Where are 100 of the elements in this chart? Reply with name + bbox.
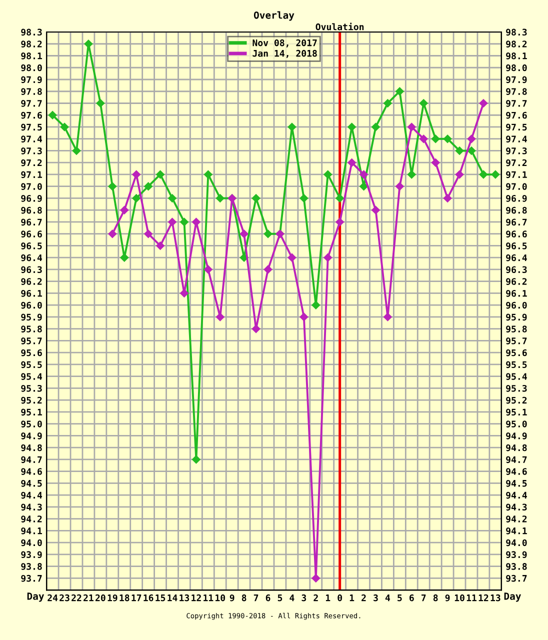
x-tick-label: 12 bbox=[478, 594, 488, 602]
y2-tick-label: 94.5 bbox=[506, 480, 527, 487]
y-tick-label: 97.0 bbox=[21, 183, 42, 190]
y2-tick-label: 98.0 bbox=[506, 64, 527, 72]
y-tick-label: 96.2 bbox=[21, 278, 42, 285]
point bbox=[120, 206, 129, 214]
point bbox=[168, 194, 176, 202]
y2-tick-label: 94.9 bbox=[506, 432, 527, 440]
point bbox=[312, 574, 320, 582]
y-tick-label: 96.8 bbox=[21, 206, 42, 214]
y-tick-label: 94.2 bbox=[21, 516, 42, 522]
y2-tick-label: 95.8 bbox=[506, 326, 527, 332]
y2-tick-label: 95.5 bbox=[506, 361, 527, 368]
x-tick-label: 14 bbox=[168, 594, 178, 602]
y2-tick-label: 96.6 bbox=[506, 230, 527, 238]
x-tick-label: 13 bbox=[490, 594, 500, 602]
point bbox=[204, 265, 212, 274]
y2-tick-label: 97.9 bbox=[506, 76, 527, 84]
y-tick-label: 96.6 bbox=[21, 230, 42, 238]
point bbox=[168, 218, 176, 226]
y-tick-label: 93.9 bbox=[21, 551, 42, 558]
y-tick-label: 96.9 bbox=[21, 194, 42, 202]
point bbox=[216, 194, 224, 202]
x-tick-label: 8 bbox=[433, 594, 438, 602]
x-tick-label: 9 bbox=[230, 594, 234, 602]
point bbox=[372, 206, 380, 214]
point bbox=[144, 182, 152, 190]
point bbox=[467, 146, 476, 155]
chart-title: Overlay bbox=[254, 11, 294, 21]
y-tick-label: 94.4 bbox=[21, 492, 42, 499]
point bbox=[491, 170, 500, 179]
y-tick-label: 94.1 bbox=[21, 527, 42, 534]
x-tick-label: 7 bbox=[421, 594, 426, 602]
y2-tick-label: 98.2 bbox=[506, 40, 527, 48]
point bbox=[360, 182, 368, 190]
y-tick-label: 95.5 bbox=[21, 361, 42, 368]
x-tick-label: 0 bbox=[338, 594, 342, 602]
x-tick-label: 21 bbox=[84, 594, 94, 602]
x-tick-label: 5 bbox=[398, 594, 402, 602]
point bbox=[467, 134, 476, 143]
y2-tick-label: 94.2 bbox=[506, 516, 527, 522]
y2-tick-label: 96.9 bbox=[506, 194, 527, 202]
point bbox=[455, 170, 464, 179]
y-tick-label: 98.2 bbox=[21, 40, 42, 48]
y-tick-label: 97.7 bbox=[21, 100, 42, 107]
y-tick-label: 95.2 bbox=[21, 396, 42, 404]
point bbox=[204, 170, 212, 179]
y2-tick-label: 94.0 bbox=[506, 539, 527, 546]
x-tick-label: 20 bbox=[96, 594, 106, 602]
y2-tick-label: 94.3 bbox=[506, 504, 527, 511]
y2-tick-label: 94.1 bbox=[506, 527, 527, 534]
point bbox=[156, 170, 164, 179]
y2-tick-label: 97.1 bbox=[506, 171, 527, 178]
point bbox=[384, 312, 392, 322]
y2-tick-label: 96.2 bbox=[506, 278, 527, 285]
point bbox=[300, 312, 308, 322]
point bbox=[431, 158, 440, 167]
y2-tick-label: 96.0 bbox=[506, 302, 527, 309]
point bbox=[108, 182, 117, 190]
y-tick-label: 95.3 bbox=[21, 384, 42, 392]
point bbox=[360, 170, 368, 179]
y2-tick-label: 96.1 bbox=[506, 290, 527, 297]
y2-tick-label: 94.6 bbox=[506, 468, 527, 475]
x-tick-label: 1 bbox=[350, 594, 354, 602]
y-tick-label: 94.7 bbox=[21, 456, 42, 464]
point bbox=[132, 194, 140, 202]
y2-tick-label: 98.1 bbox=[506, 52, 527, 60]
y-tick-label: 97.9 bbox=[21, 76, 42, 84]
point bbox=[180, 289, 188, 298]
y2-tick-label: 95.9 bbox=[506, 314, 527, 321]
y2-tick-label: 95.1 bbox=[506, 408, 527, 416]
text: Day bbox=[504, 592, 521, 602]
point bbox=[431, 134, 440, 143]
y-tick-label: 93.8 bbox=[21, 563, 42, 570]
x-tick-label: 15 bbox=[156, 594, 166, 602]
y2-tick-label: 95.7 bbox=[506, 338, 527, 344]
y-tick-label: 96.1 bbox=[21, 290, 42, 297]
x-tick-label: 4 bbox=[385, 594, 390, 602]
y2-tick-label: 93.7 bbox=[506, 574, 527, 582]
y-tick-label: 94.3 bbox=[21, 504, 42, 511]
point bbox=[192, 455, 200, 464]
legend-label: Jan 14, 2018 bbox=[252, 50, 317, 58]
point bbox=[72, 146, 81, 155]
y-tick-label: 94.9 bbox=[21, 432, 42, 440]
y2-tick-label: 95.0 bbox=[506, 420, 527, 428]
y-tick-label: 95.1 bbox=[21, 408, 42, 416]
point bbox=[443, 194, 452, 202]
point bbox=[216, 312, 224, 322]
y2-tick-label: 97.0 bbox=[506, 183, 527, 190]
x-tick-label: 3 bbox=[374, 594, 378, 602]
y2-tick-label: 96.8 bbox=[506, 206, 527, 214]
x-tick-label: 10 bbox=[216, 594, 226, 602]
point bbox=[396, 182, 404, 190]
y2-tick-label: 93.8 bbox=[506, 563, 527, 570]
x-axis-title: Day bbox=[27, 592, 44, 602]
point bbox=[348, 158, 356, 167]
y-tick-label: 95.9 bbox=[21, 314, 42, 321]
y2-tick-label: 98.3 bbox=[506, 28, 527, 36]
legend-label: Nov 08, 2017 bbox=[252, 39, 317, 48]
x-tick-label: 3 bbox=[302, 594, 306, 602]
